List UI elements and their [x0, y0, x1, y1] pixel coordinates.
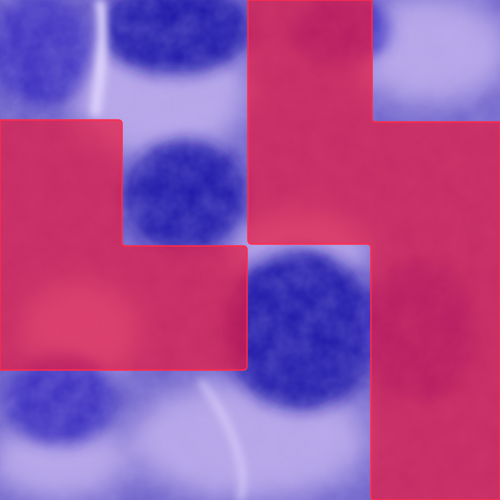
tissue-micrograph [0, 0, 500, 500]
image-canvas [0, 0, 500, 500]
